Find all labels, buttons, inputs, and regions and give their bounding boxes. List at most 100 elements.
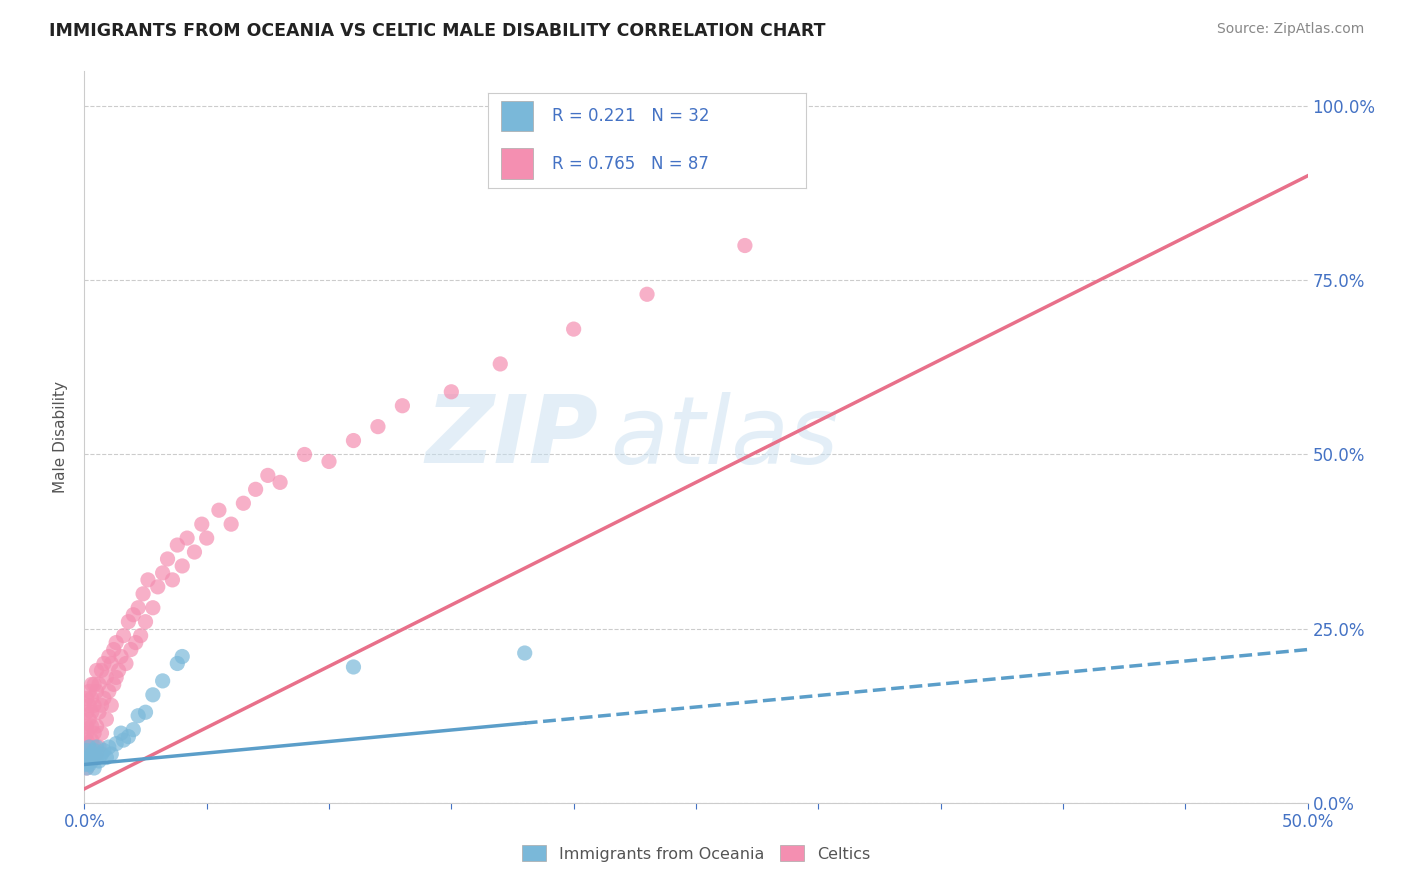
Point bbox=[294, 448, 316, 462]
Y-axis label: Male Disability: Male Disability bbox=[53, 381, 69, 493]
Text: IMMIGRANTS FROM OCEANIA VS CELTIC MALE DISABILITY CORRELATION CHART: IMMIGRANTS FROM OCEANIA VS CELTIC MALE D… bbox=[49, 22, 825, 40]
Point bbox=[77, 740, 100, 755]
Point bbox=[80, 705, 103, 719]
Point bbox=[146, 580, 169, 594]
Point bbox=[103, 677, 125, 691]
Point bbox=[83, 740, 105, 755]
Point bbox=[80, 691, 103, 706]
Point bbox=[125, 635, 148, 649]
Point bbox=[86, 750, 108, 764]
Point bbox=[110, 649, 132, 664]
Point bbox=[83, 698, 105, 713]
Point bbox=[191, 517, 214, 532]
Point bbox=[129, 629, 152, 643]
Point bbox=[73, 757, 96, 772]
Point bbox=[77, 698, 100, 713]
Point bbox=[96, 750, 118, 764]
Point bbox=[232, 496, 254, 510]
Point bbox=[86, 664, 108, 678]
Point bbox=[152, 566, 174, 580]
Point bbox=[257, 468, 280, 483]
Point bbox=[76, 743, 98, 757]
Point bbox=[86, 740, 108, 755]
Point bbox=[142, 688, 165, 702]
Point bbox=[77, 747, 100, 761]
Point bbox=[77, 750, 100, 764]
Point bbox=[135, 615, 157, 629]
Point bbox=[122, 723, 145, 737]
Point bbox=[87, 740, 110, 755]
Point bbox=[440, 384, 463, 399]
Point bbox=[135, 705, 157, 719]
Point bbox=[83, 726, 105, 740]
Point bbox=[93, 691, 115, 706]
Point bbox=[100, 657, 122, 671]
Point bbox=[391, 399, 413, 413]
Point bbox=[105, 670, 128, 684]
Point bbox=[122, 607, 145, 622]
Point bbox=[76, 754, 98, 768]
Point bbox=[195, 531, 218, 545]
Point bbox=[269, 475, 291, 490]
Point bbox=[86, 747, 108, 761]
Text: atlas: atlas bbox=[610, 392, 838, 483]
Point bbox=[166, 538, 188, 552]
Point bbox=[76, 761, 98, 775]
Point bbox=[77, 712, 100, 726]
Point bbox=[80, 733, 103, 747]
Point bbox=[112, 733, 135, 747]
Point bbox=[97, 684, 120, 698]
Point bbox=[342, 434, 364, 448]
Point bbox=[80, 754, 103, 768]
Point bbox=[142, 600, 165, 615]
Point bbox=[80, 754, 103, 768]
Point bbox=[76, 754, 98, 768]
Point bbox=[76, 733, 98, 747]
Point bbox=[73, 754, 96, 768]
Point bbox=[77, 757, 100, 772]
Point bbox=[83, 677, 105, 691]
Point bbox=[80, 719, 103, 733]
Point bbox=[489, 357, 512, 371]
Point bbox=[156, 552, 179, 566]
Point bbox=[87, 705, 110, 719]
Point bbox=[636, 287, 658, 301]
Point bbox=[80, 677, 103, 691]
Point bbox=[76, 726, 98, 740]
Point bbox=[166, 657, 188, 671]
Point bbox=[86, 719, 108, 733]
Point bbox=[219, 517, 242, 532]
Point bbox=[115, 657, 138, 671]
Point bbox=[136, 573, 159, 587]
Point bbox=[87, 754, 110, 768]
Point bbox=[80, 747, 103, 761]
Point bbox=[107, 664, 129, 678]
Point bbox=[90, 726, 112, 740]
Point bbox=[83, 743, 105, 757]
Point bbox=[105, 635, 128, 649]
Point bbox=[367, 419, 389, 434]
Point bbox=[562, 322, 585, 336]
Point bbox=[127, 708, 149, 723]
Point bbox=[208, 503, 231, 517]
Point bbox=[76, 705, 98, 719]
Legend: Immigrants from Oceania, Celtics: Immigrants from Oceania, Celtics bbox=[516, 838, 876, 868]
Point bbox=[183, 545, 205, 559]
Point bbox=[110, 726, 132, 740]
Point bbox=[96, 712, 118, 726]
Point bbox=[162, 573, 184, 587]
Point bbox=[127, 600, 149, 615]
Point bbox=[120, 642, 142, 657]
Point bbox=[77, 740, 100, 755]
Point bbox=[83, 761, 105, 775]
Point bbox=[100, 698, 122, 713]
Point bbox=[90, 664, 112, 678]
Text: ZIP: ZIP bbox=[425, 391, 598, 483]
Point bbox=[172, 558, 194, 573]
Point bbox=[152, 673, 174, 688]
Point bbox=[86, 684, 108, 698]
Point bbox=[245, 483, 267, 497]
Point bbox=[117, 615, 139, 629]
Point bbox=[734, 238, 756, 252]
Point bbox=[90, 698, 112, 713]
